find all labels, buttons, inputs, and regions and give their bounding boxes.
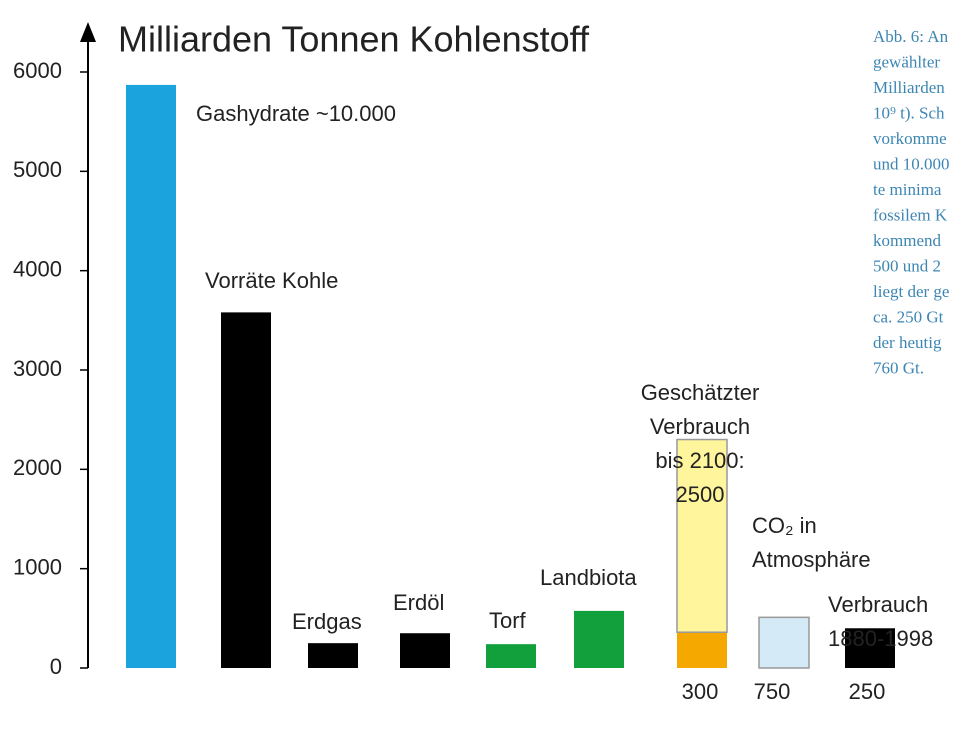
bar <box>308 643 358 668</box>
y-tick-label: 5000 <box>13 157 62 182</box>
annotation: 250 <box>849 679 886 704</box>
caption-line: vorkomme <box>873 129 947 148</box>
bar <box>400 633 450 668</box>
annotation: Geschätzter <box>641 380 760 405</box>
caption-line: liegt der ge <box>873 282 949 301</box>
caption-line: ca. 250 Gt <box>873 307 944 326</box>
caption-line: Milliarden <box>873 78 945 97</box>
annotation: Verbrauch <box>828 592 928 617</box>
caption-line: 500 und 2 <box>873 256 941 275</box>
bar <box>758 616 810 669</box>
chart-title: Milliarden Tonnen Kohlenstoff <box>118 19 590 60</box>
annotation: 300 <box>682 679 719 704</box>
bar <box>574 610 624 668</box>
caption-line: 760 Gt. <box>873 358 924 377</box>
annotation: Landbiota <box>540 565 637 590</box>
annotation: Vorräte Kohle <box>205 268 338 293</box>
annotation: 1880-1998 <box>828 626 933 651</box>
bar <box>845 628 895 668</box>
caption-line: gewählter <box>873 52 940 71</box>
caption-line: und 10.000 <box>873 154 950 173</box>
bar <box>676 438 728 633</box>
bar <box>126 84 176 668</box>
y-axis-arrow <box>80 22 96 42</box>
annotation: Erdöl <box>393 590 444 615</box>
annotation: bis 2100: <box>655 448 744 473</box>
annotation: Verbrauch <box>650 414 750 439</box>
caption-line: te minima <box>873 180 942 199</box>
caption-line: 10⁹ t). Sch <box>873 103 945 122</box>
caption-line: fossilem K <box>873 205 948 224</box>
y-tick-label: 3000 <box>13 356 62 381</box>
caption-line: kommend <box>873 231 941 250</box>
y-tick-label: 6000 <box>13 58 62 83</box>
y-tick-label: 1000 <box>13 554 62 579</box>
y-tick-label: 2000 <box>13 455 62 480</box>
bar <box>677 632 727 668</box>
annotation: 2500 <box>676 482 725 507</box>
annotation: CO₂ in <box>752 513 817 538</box>
caption-line: der heutig <box>873 333 942 352</box>
y-tick-label: 0 <box>50 654 62 679</box>
annotation: 750 <box>754 679 791 704</box>
annotation: Torf <box>489 608 527 633</box>
annotation: Atmosphäre <box>752 547 871 572</box>
bar <box>486 644 536 668</box>
bar <box>221 312 271 668</box>
annotation: Gashydrate ~10.000 <box>196 101 396 126</box>
annotation: Erdgas <box>292 609 362 634</box>
caption-line: Abb. 6: An <box>873 27 949 46</box>
y-tick-label: 4000 <box>13 256 62 281</box>
